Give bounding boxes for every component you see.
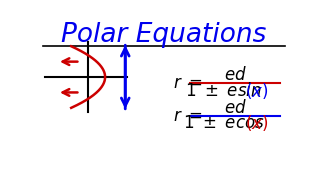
Text: Polar Equations: Polar Equations [61, 22, 267, 48]
Text: $ed$: $ed$ [224, 99, 247, 117]
Text: $ed$: $ed$ [224, 66, 247, 84]
Text: $(x)$: $(x)$ [245, 113, 269, 133]
Text: $1\ \pm\ esin$: $1\ \pm\ esin$ [185, 82, 262, 100]
Text: $(x)$: $(x)$ [245, 81, 269, 101]
Text: $r\ =$: $r\ =$ [173, 74, 203, 92]
Text: $r\ =$: $r\ =$ [173, 107, 203, 125]
Text: $1\ \pm\ ecos$: $1\ \pm\ ecos$ [183, 114, 265, 132]
